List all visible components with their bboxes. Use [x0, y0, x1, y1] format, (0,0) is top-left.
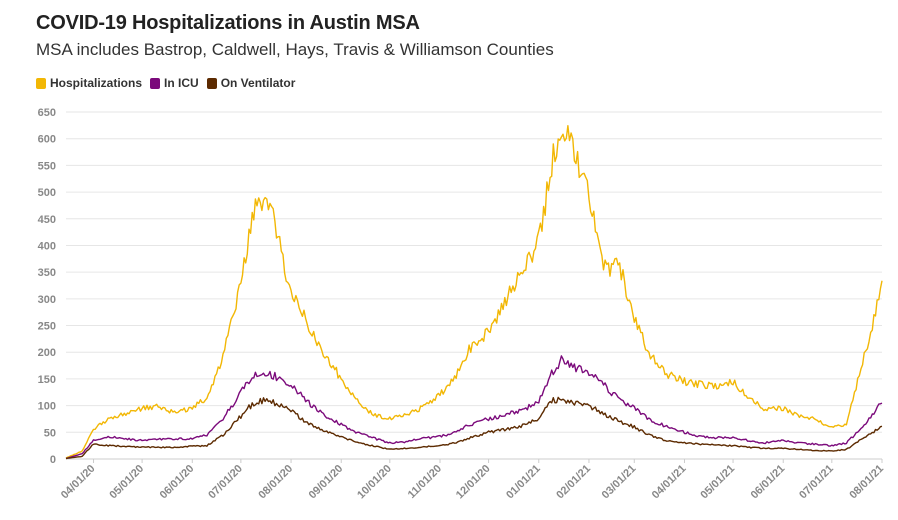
y-tick-label: 150	[38, 374, 56, 386]
legend-label-ventilator: On Ventilator	[220, 76, 296, 90]
x-tick-label: 01/01/21	[504, 463, 543, 502]
y-tick-label: 500	[38, 187, 56, 199]
y-tick-label: 400	[38, 240, 56, 252]
x-tick-label: 07/01/20	[206, 463, 245, 502]
x-tick-label: 02/01/21	[554, 463, 593, 502]
x-tick-label: 07/01/21	[797, 463, 836, 502]
y-tick-label: 650	[38, 107, 56, 119]
x-tick-label: 08/01/21	[847, 463, 886, 502]
series-line-icu	[65, 355, 883, 460]
x-tick-label: 12/01/20	[454, 463, 493, 502]
x-tick-label: 03/01/21	[600, 463, 639, 502]
x-tick-label: 05/01/21	[698, 463, 737, 502]
y-tick-label: 450	[38, 214, 56, 226]
x-tick-label: 04/01/20	[59, 463, 98, 502]
legend-swatch-hospitalizations	[36, 77, 46, 89]
legend-label-icu: In ICU	[164, 76, 199, 90]
y-tick-label: 300	[38, 294, 56, 306]
x-tick-label: 06/01/20	[158, 463, 197, 502]
series-line-hospitalizations	[65, 125, 883, 459]
x-tick-label: 11/01/20	[406, 463, 444, 501]
series-line-ventilator	[65, 396, 883, 460]
x-tick-label: 06/01/21	[749, 463, 788, 502]
y-tick-label: 50	[44, 427, 56, 439]
chart-subtitle: MSA includes Bastrop, Caldwell, Hays, Tr…	[36, 40, 554, 59]
x-tick-label: 04/01/21	[650, 463, 689, 502]
x-tick-label: 08/01/20	[256, 463, 295, 502]
chart-title: COVID-19 Hospitalizations in Austin MSA	[36, 12, 420, 34]
y-tick-label: 0	[50, 454, 56, 466]
x-tick-label: 05/01/20	[107, 463, 146, 502]
y-tick-label: 200	[38, 347, 56, 359]
y-tick-label: 250	[38, 321, 56, 333]
legend: Hospitalizations In ICU On Ventilator	[36, 76, 295, 90]
y-tick-label: 550	[38, 160, 56, 172]
y-tick-label: 600	[38, 134, 56, 146]
x-tick-label: 10/01/20	[355, 463, 394, 502]
legend-swatch-ventilator	[206, 77, 217, 89]
legend-swatch-icu	[150, 77, 161, 89]
legend-label-hospitalizations: Hospitalizations	[50, 76, 143, 90]
y-tick-label: 100	[38, 401, 56, 413]
x-tick-label: 09/01/20	[307, 463, 346, 502]
legend-item-hospitalizations[interactable]: Hospitalizations	[36, 76, 142, 90]
y-tick-label: 350	[38, 267, 56, 279]
legend-item-ventilator[interactable]: On Ventilator	[206, 76, 296, 90]
legend-item-icu[interactable]: In ICU	[150, 76, 199, 90]
